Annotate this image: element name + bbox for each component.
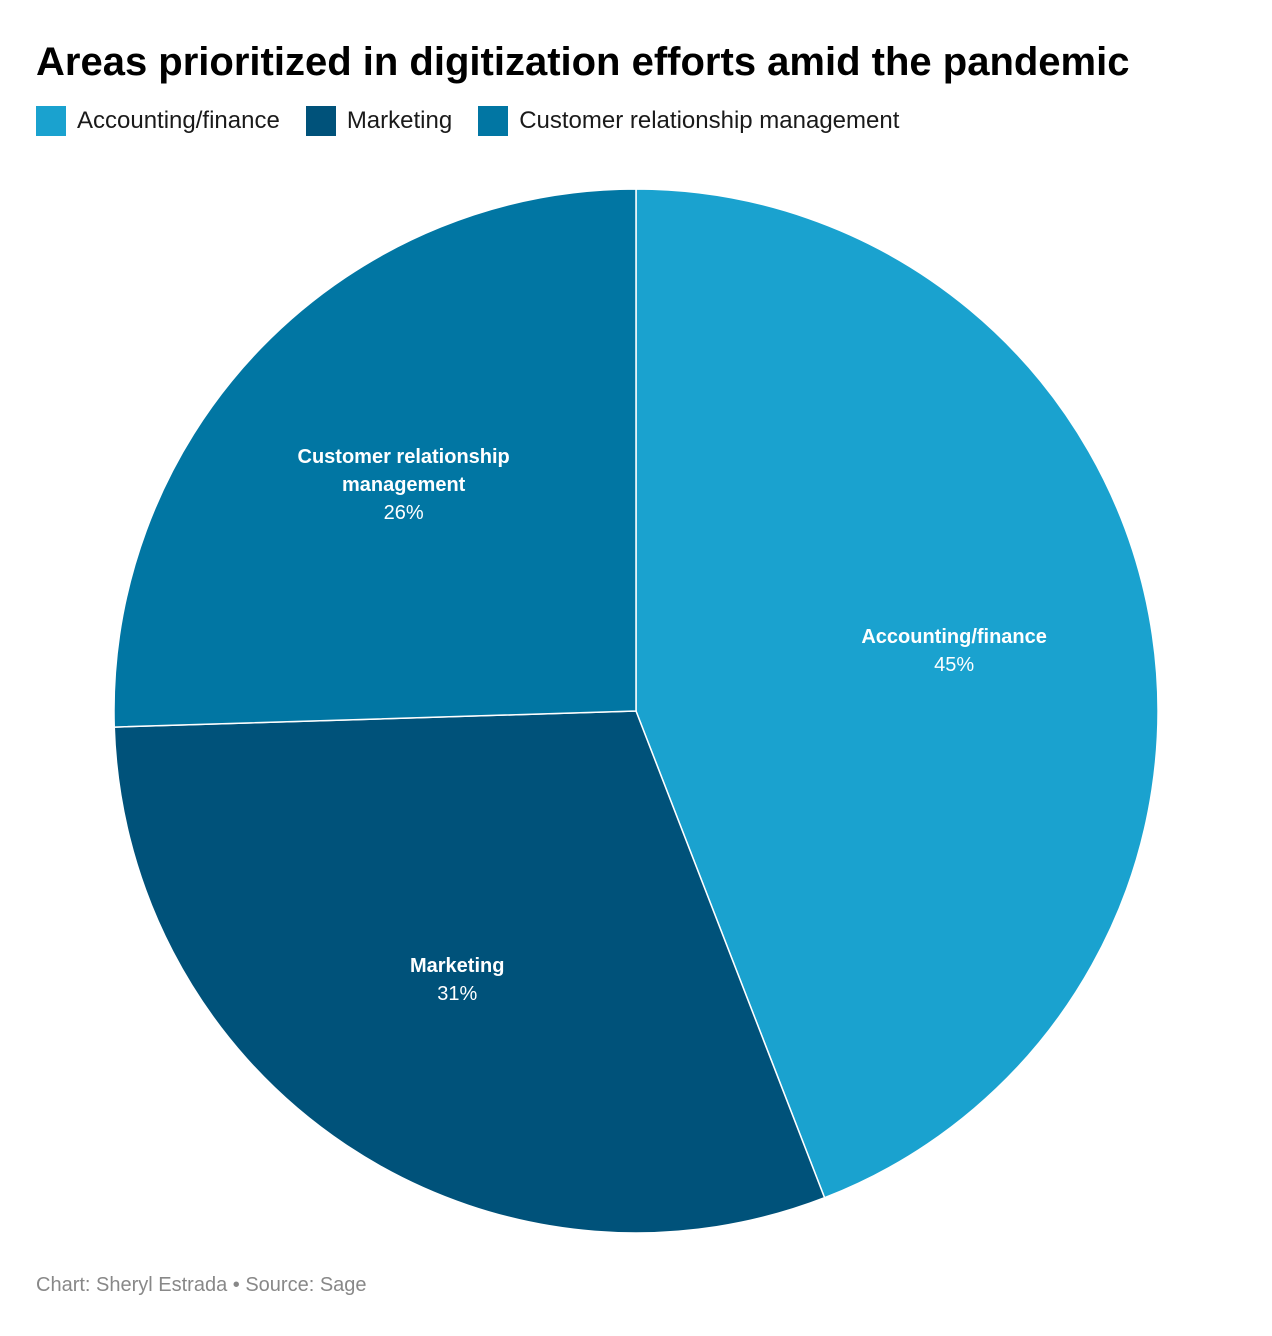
slice-name-marketing: Marketing bbox=[410, 955, 504, 977]
slice-value-accounting-finance: 45% bbox=[934, 654, 974, 676]
chart-credit: Chart: Sheryl Estrada bbox=[36, 1274, 228, 1296]
slice-name-accounting-finance: Accounting/finance bbox=[861, 626, 1047, 648]
legend-swatch-customer-relationship-management bbox=[478, 106, 509, 136]
legend-item-accounting-finance[interactable]: Accounting/finance bbox=[36, 106, 280, 136]
pie-slice-marketing[interactable] bbox=[113, 710, 826, 1234]
slice-value-marketing: 31% bbox=[437, 983, 477, 1005]
legend-item-customer-relationship-management[interactable]: Customer relationship management bbox=[478, 106, 899, 136]
chart-title: Areas prioritized in digitization effort… bbox=[36, 40, 1130, 84]
pie-slice-customer-relationship-management[interactable] bbox=[113, 188, 637, 728]
legend-swatch-marketing bbox=[305, 106, 336, 136]
legend-label-marketing: Marketing bbox=[346, 107, 453, 134]
legend-label-accounting-finance: Accounting/finance bbox=[77, 107, 280, 134]
footer-separator: • bbox=[232, 1274, 240, 1296]
slice-name-customer-relationship-management: Customer relationship bbox=[298, 446, 510, 468]
legend-label-customer-relationship-management: Customer relationship management bbox=[519, 107, 900, 134]
pie-chart: Accounting/finance 45% Marketing 31% Custome… bbox=[113, 188, 1159, 1234]
chart-source: Source: Sage bbox=[245, 1274, 367, 1296]
slice-label-marketing: Marketing 31% bbox=[410, 955, 504, 1005]
slice-label-customer-relationship-management: Customer relationship management 26% bbox=[298, 446, 510, 524]
legend: Accounting/finance Marketing Customer re… bbox=[36, 106, 925, 136]
slice-name-customer-relationship-management: management bbox=[342, 474, 466, 496]
slice-label-accounting-finance: Accounting/finance 45% bbox=[861, 626, 1047, 676]
chart-footer: Chart: Sheryl Estrada • Source: Sage bbox=[36, 1274, 367, 1297]
pie-slice-accounting-finance[interactable] bbox=[635, 188, 1159, 1199]
legend-item-marketing[interactable]: Marketing bbox=[305, 106, 453, 136]
legend-swatch-accounting-finance bbox=[36, 106, 66, 136]
slice-value-customer-relationship-management: 26% bbox=[384, 502, 424, 524]
